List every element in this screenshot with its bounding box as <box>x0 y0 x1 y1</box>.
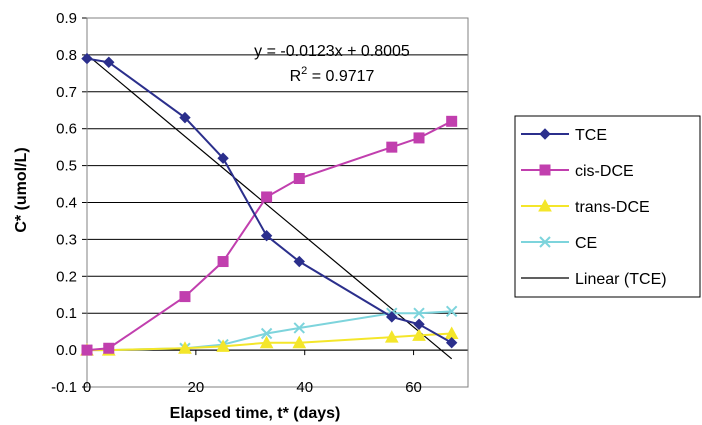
series-tce <box>81 52 458 349</box>
data-point-trans-dce <box>178 341 192 354</box>
y-tick-label: 0.3 <box>56 231 77 248</box>
data-point-tce <box>179 111 191 124</box>
data-point-trans-dce <box>259 335 274 349</box>
r-squared-letter: R <box>290 68 302 85</box>
y-tick-label: 0.1 <box>56 305 77 322</box>
x-marker-stroke <box>413 307 425 319</box>
y-tick-label: 0.4 <box>56 195 77 212</box>
data-point-trans-dce <box>384 330 399 343</box>
data-point-cis-dce <box>261 191 273 203</box>
plot-area-frame <box>86 17 469 388</box>
data-point-cis-dce <box>446 115 458 127</box>
data-point-trans-dce <box>292 335 307 349</box>
data-point-ce <box>413 307 425 319</box>
x-marker-stroke <box>293 322 305 334</box>
data-point-cis-dce <box>217 256 229 268</box>
data-point-ce <box>260 327 273 340</box>
legend-swatch-marker <box>539 128 551 140</box>
data-point-cis-dce <box>386 141 398 153</box>
data-point-tce <box>103 56 115 68</box>
data-point-cis-dce <box>103 342 115 354</box>
y-tick-labels: -0.1 0.0 0.1 0.2 0.3 0.4 0.5 0.6 0.7 0.8 0.9 <box>51 10 77 396</box>
y-tick-label: 0.0 <box>56 342 77 359</box>
x-marker-stroke <box>539 236 551 248</box>
series-layer <box>80 52 459 356</box>
legend-item-tce: TCE <box>521 127 607 144</box>
y-tick-label: -0.1 <box>51 379 77 396</box>
legend-label: TCE <box>575 127 607 144</box>
y-tick-label: 0.6 <box>56 121 77 138</box>
x-tick-label: 20 <box>188 379 205 396</box>
series-cis-dce <box>81 115 458 356</box>
legend-swatch-marker <box>539 236 551 248</box>
legend-item-linear-tce-: Linear (TCE) <box>521 271 667 288</box>
x-tick-label: 0 <box>83 379 91 396</box>
trendline-layer <box>86 54 453 360</box>
legend-label: Linear (TCE) <box>575 271 667 288</box>
y-tick-label: 0.2 <box>56 268 77 285</box>
data-point-tce <box>260 230 273 242</box>
y-tick-label: 0.7 <box>56 84 77 101</box>
data-point-tce <box>386 311 398 323</box>
y-tick-label: 0.5 <box>56 158 77 175</box>
r-squared-value: = 0.9717 <box>307 68 374 85</box>
legend-item-cis-dce: cis-DCE <box>521 163 634 180</box>
data-point-trans-dce <box>412 328 426 341</box>
data-point-tce <box>293 255 305 268</box>
legend-label: trans-DCE <box>575 199 650 216</box>
data-point-tce <box>81 52 93 65</box>
legend-label: CE <box>575 235 597 252</box>
data-point-cis-dce <box>179 291 191 303</box>
data-point-ce <box>445 305 458 318</box>
data-point-cis-dce <box>413 132 425 144</box>
legend: TCE cis-DCE trans-DCE CE Linear (TCE) <box>521 127 667 288</box>
y-axis-title: C* (umol/L) <box>13 147 30 232</box>
data-point-cis-dce <box>293 173 305 185</box>
y-tick-label: 0.8 <box>56 47 77 64</box>
trendline-equation: y = -0.0123x + 0.8005 <box>254 43 410 60</box>
legend-swatch-marker <box>538 198 552 212</box>
data-point-tce <box>217 152 229 164</box>
data-point-tce <box>413 318 425 330</box>
data-point-tce <box>445 337 458 349</box>
x-tick-label: 40 <box>296 379 313 396</box>
legend-item-trans-dce: trans-DCE <box>521 198 650 216</box>
x-tick-label: 60 <box>405 379 422 396</box>
x-marker-stroke <box>260 327 273 340</box>
trendline-tce <box>86 54 453 360</box>
x-tick-labels: 0 20 40 60 <box>83 379 422 396</box>
legend-label: cis-DCE <box>575 163 634 180</box>
r-squared-label: R2 = 0.9717 <box>290 65 375 85</box>
legend-swatch-marker <box>539 164 551 176</box>
x-marker-stroke <box>445 305 458 318</box>
r-squared-exponent: 2 <box>301 65 307 77</box>
legend-item-ce: CE <box>521 235 597 252</box>
data-point-ce <box>293 322 305 334</box>
y-tick-label: 0.9 <box>56 10 77 27</box>
data-point-trans-dce <box>216 339 230 352</box>
x-axis-title: Elapsed time, t* (days) <box>170 405 341 422</box>
data-point-cis-dce <box>81 344 93 356</box>
series-trans-dce <box>80 326 459 356</box>
